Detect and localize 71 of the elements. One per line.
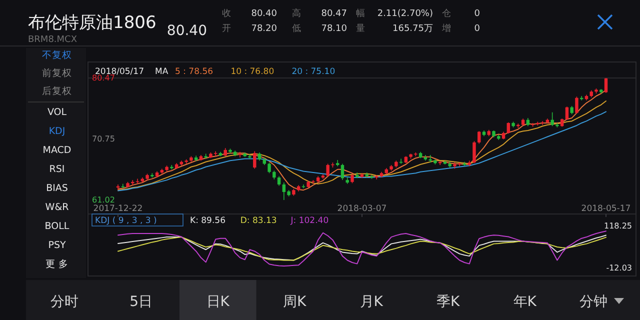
text: 2.11(2.70%) bbox=[377, 9, 433, 19]
text: 增 bbox=[441, 23, 451, 34]
candlestick bbox=[268, 162, 271, 174]
candlestick bbox=[253, 150, 256, 170]
candlestick bbox=[575, 96, 578, 114]
text: 165.75万 bbox=[392, 24, 433, 34]
text: VOL bbox=[47, 107, 68, 118]
x-tick-label: 2018-05-17 bbox=[581, 204, 631, 214]
y-tick-label: 80.47 bbox=[92, 74, 115, 82]
text: D: 83.13 bbox=[240, 216, 277, 226]
candlestick bbox=[458, 162, 462, 167]
series-label: K: 89.56 bbox=[190, 216, 226, 226]
y-tick-label: 70.75 bbox=[92, 134, 115, 144]
text: 年K bbox=[513, 294, 538, 310]
text: 仓 bbox=[442, 8, 451, 19]
text: 幅 bbox=[356, 8, 365, 19]
x-tick-label: 2018-03-07 bbox=[337, 204, 387, 214]
text: 高 bbox=[292, 8, 301, 19]
text: 80.40 bbox=[166, 23, 207, 39]
text: 80.47 bbox=[321, 9, 347, 19]
text: 80.40 bbox=[251, 9, 278, 19]
y-tick-label: 118.25 bbox=[604, 222, 632, 230]
y-tick-label: 61.02 bbox=[92, 196, 115, 204]
text: 分钟 bbox=[580, 294, 608, 310]
candlestick bbox=[506, 122, 510, 134]
text: MACD bbox=[42, 145, 72, 156]
text: 0 bbox=[474, 9, 480, 19]
text: 10 : 76.80 bbox=[230, 67, 274, 77]
y-tick-label: -12.03 bbox=[606, 264, 632, 272]
text: BRM8.MCX bbox=[28, 35, 77, 45]
candlestick bbox=[550, 112, 554, 127]
text: BOLL bbox=[44, 221, 70, 232]
text: 分时 bbox=[50, 294, 78, 310]
candlestick bbox=[326, 163, 330, 177]
x-tick-label: 2017-12-22 bbox=[93, 204, 143, 214]
text: 布伦特原油1806 bbox=[28, 13, 156, 33]
text: PSY bbox=[48, 240, 66, 251]
candlestick bbox=[478, 130, 481, 144]
text: 开 bbox=[222, 24, 231, 34]
text: 更 多 bbox=[45, 258, 69, 270]
candlestick bbox=[604, 78, 608, 94]
text: 月K bbox=[360, 294, 384, 310]
text: 量 bbox=[356, 23, 365, 34]
text: 0 bbox=[474, 24, 480, 34]
text: 5 : 78.56 bbox=[175, 67, 214, 77]
text: 日K bbox=[206, 294, 230, 310]
text: 季K bbox=[436, 294, 461, 310]
legend-title: KDJ ( 9 , 3 , 3 ) bbox=[95, 216, 157, 226]
line-series bbox=[118, 230, 606, 267]
legend-title: MA bbox=[155, 67, 168, 77]
text: 周K bbox=[283, 294, 308, 310]
text: RSI bbox=[49, 164, 65, 175]
candlestick bbox=[350, 173, 354, 184]
text: 78.20 bbox=[251, 24, 278, 34]
text: 后复权 bbox=[42, 85, 72, 97]
text: BIAS bbox=[46, 183, 68, 194]
text: W&R bbox=[45, 202, 70, 213]
text: 低 bbox=[292, 23, 301, 34]
text: KDJ bbox=[48, 126, 66, 137]
candlestick bbox=[472, 140, 476, 164]
candlestick bbox=[340, 163, 344, 180]
series-label: J: 102.40 bbox=[290, 216, 329, 226]
text: 20 : 75.10 bbox=[292, 67, 336, 77]
text: 前复权 bbox=[42, 67, 72, 79]
text: 78.10 bbox=[321, 24, 348, 34]
candlestick bbox=[565, 106, 569, 120]
text: 不复权 bbox=[42, 49, 72, 61]
candlestick bbox=[277, 176, 281, 186]
candlestick bbox=[336, 160, 340, 167]
text: 收 bbox=[222, 8, 231, 19]
text: 5日 bbox=[130, 294, 153, 310]
